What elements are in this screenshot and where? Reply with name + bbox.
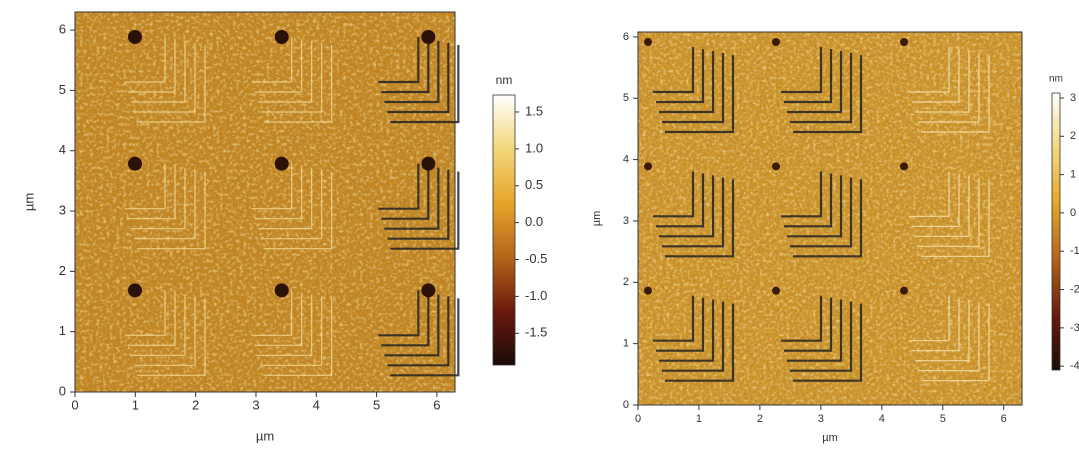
- y-tick-label: 2: [623, 276, 629, 288]
- colorbar-tick-label: -1.0: [525, 288, 547, 303]
- y-axis-label: µm: [591, 211, 603, 227]
- x-tick-label: 1: [696, 413, 702, 425]
- y-tick-label: 0: [59, 383, 66, 398]
- particle: [644, 287, 652, 295]
- y-tick-label: 0: [623, 399, 629, 411]
- x-tick-label: 4: [313, 397, 320, 412]
- y-tick-label: 4: [623, 154, 629, 166]
- y-tick-label: 6: [59, 22, 66, 37]
- particle: [275, 157, 289, 171]
- particle: [275, 283, 289, 297]
- x-tick-label: 6: [1001, 413, 1007, 425]
- colorbar-tick-label: 1: [1070, 169, 1076, 181]
- x-tick-label: 4: [879, 413, 885, 425]
- particle: [644, 162, 652, 170]
- particle: [900, 287, 908, 295]
- colorbar-label: nm: [1049, 74, 1063, 85]
- height-map: [75, 12, 458, 392]
- x-tick-label: 5: [373, 397, 380, 412]
- colorbar-tick-label: -3: [1070, 322, 1079, 334]
- colorbar-label: nm: [496, 73, 513, 87]
- x-tick-label: 6: [433, 397, 440, 412]
- y-tick-label: 1: [623, 338, 629, 350]
- colorbar-tick-label: -4: [1070, 360, 1079, 372]
- y-tick-label: 3: [623, 215, 629, 227]
- particle: [900, 162, 908, 170]
- particle: [275, 30, 289, 44]
- particle: [128, 157, 142, 171]
- colorbar-tick-label: 3: [1070, 92, 1076, 104]
- colorbar-tick-label: 0: [1070, 207, 1076, 219]
- particle: [421, 157, 435, 171]
- y-tick-label: 1: [59, 323, 66, 338]
- colorbar-tick-label: 0.5: [525, 177, 543, 192]
- colorbar-tick-label: 0.0: [525, 214, 543, 229]
- y-tick-label: 5: [59, 82, 66, 97]
- y-tick-label: 6: [623, 31, 629, 43]
- y-tick-label: 2: [59, 263, 66, 278]
- figure: 0 1 2 3 4 5 6 0 1 2 3 4 5 6 µm µm 1.5 1.0 0.5 0.0 -0.5 -1.0 -1…: [0, 0, 1079, 445]
- particle: [772, 162, 780, 170]
- particle: [772, 287, 780, 295]
- colorbar-tick-label: 2: [1070, 130, 1076, 142]
- x-axis-label: µm: [822, 432, 838, 444]
- colorbar: [1052, 93, 1060, 370]
- particle: [421, 283, 435, 297]
- colorbar: [493, 95, 515, 365]
- x-tick-label: 0: [71, 397, 78, 412]
- y-tick-label: 5: [623, 92, 629, 104]
- colorbar-tick-label: -2: [1070, 283, 1079, 295]
- y-tick-label: 4: [59, 142, 66, 157]
- x-tick-label: 2: [757, 413, 763, 425]
- x-tick-label: 0: [635, 413, 641, 425]
- particle: [128, 283, 142, 297]
- colorbar-tick-label: -1.5: [525, 325, 547, 340]
- y-tick-label: 3: [59, 202, 66, 217]
- particle: [644, 38, 652, 46]
- x-tick-label: 3: [818, 413, 824, 425]
- x-tick-label: 5: [940, 413, 946, 425]
- colorbar-tick-label: 1.5: [525, 103, 543, 118]
- x-tick-label: 2: [192, 397, 199, 412]
- particle: [772, 38, 780, 46]
- particle: [900, 38, 908, 46]
- x-tick-label: 3: [252, 397, 259, 412]
- x-axis-label: µm: [256, 428, 274, 443]
- colorbar-tick-label: 1.0: [525, 140, 543, 155]
- y-axis-label: µm: [21, 193, 36, 211]
- colorbar-tick-label: -1: [1070, 245, 1079, 257]
- particle: [421, 30, 435, 44]
- particle: [128, 30, 142, 44]
- height-map: [638, 32, 1022, 405]
- colorbar-tick-label: -0.5: [525, 251, 547, 266]
- x-tick-label: 1: [132, 397, 139, 412]
